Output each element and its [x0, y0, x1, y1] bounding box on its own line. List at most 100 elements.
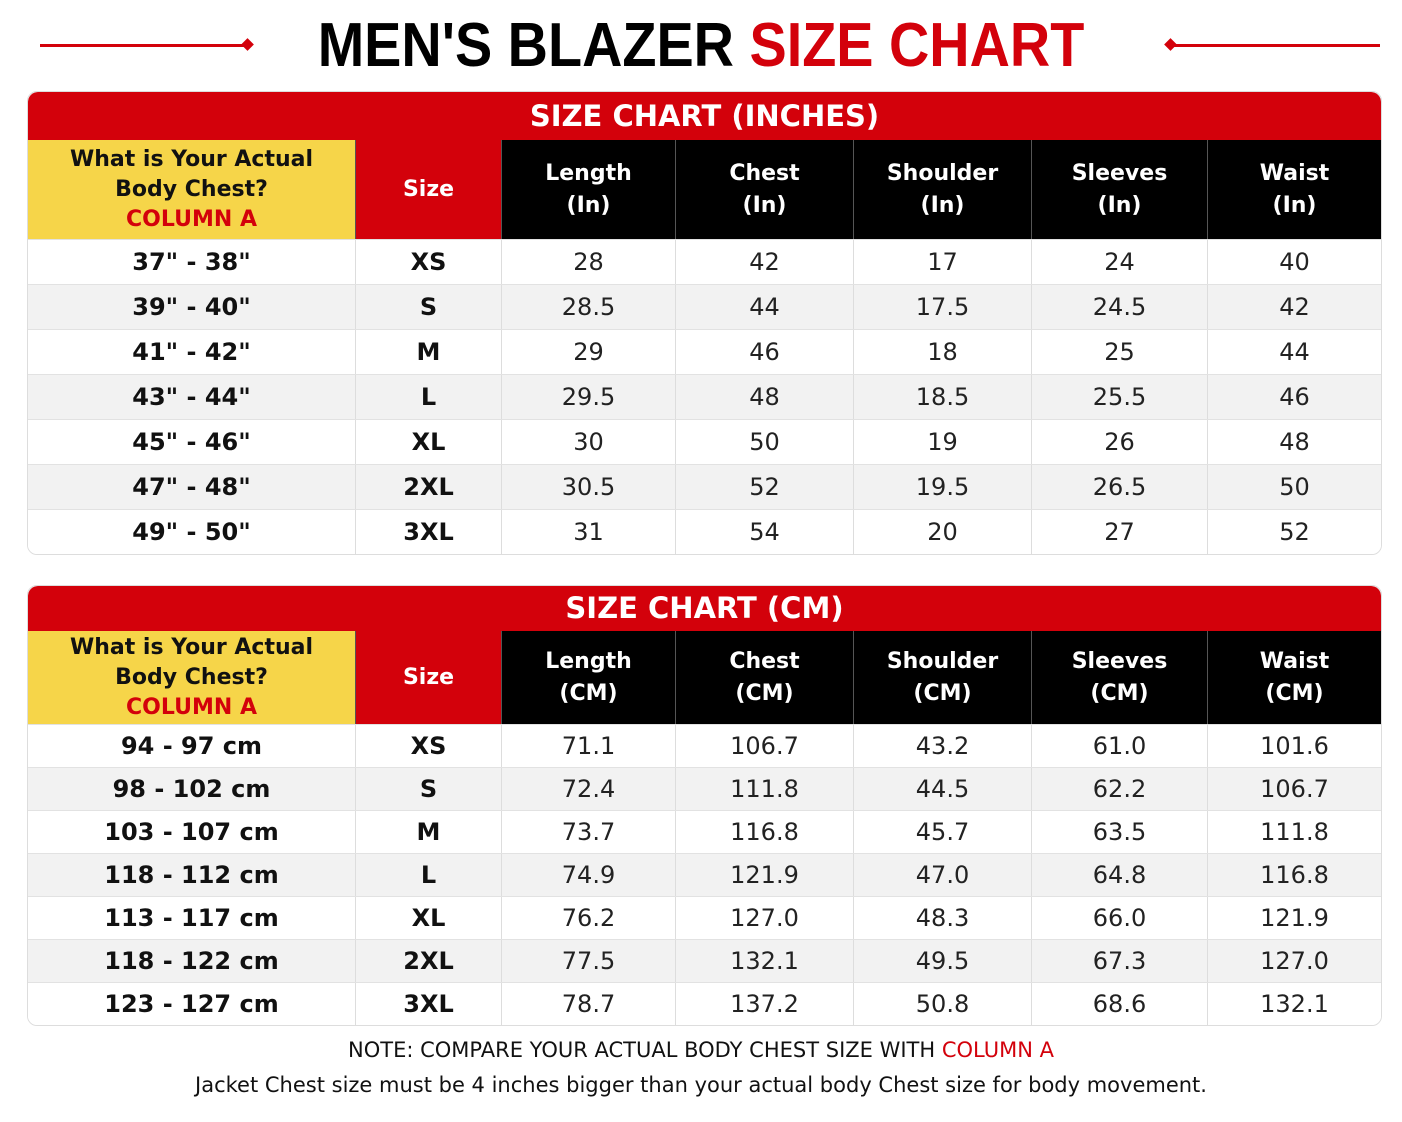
- header-text: Length: [545, 648, 632, 674]
- data-cell: 47" - 48": [28, 465, 356, 509]
- data-cell: 18.5: [854, 375, 1032, 419]
- data-row: 98 - 102 cm S 72.4 111.8 44.5 62.2 106.7: [28, 767, 1381, 810]
- data-cell: 49" - 50": [28, 510, 356, 554]
- data-row: 103 - 107 cm M 73.7 116.8 45.7 63.5 111.8: [28, 810, 1381, 853]
- data-cell: 43" - 44": [28, 375, 356, 419]
- header-cell: Shoulder (In): [854, 140, 1032, 239]
- data-cell: 50.8: [854, 983, 1032, 1025]
- data-cell: 62.2: [1032, 768, 1208, 810]
- data-cell: 64.8: [1032, 854, 1208, 896]
- header-cell: Length (CM): [502, 631, 676, 724]
- header-row: What is Your Actual Body Chest? COLUMN A Si…: [28, 140, 1381, 239]
- data-row: 43" - 44" L 29.5 48 18.5 25.5 46: [28, 374, 1381, 419]
- data-cell: 24.5: [1032, 285, 1208, 329]
- data-cell: 19.5: [854, 465, 1032, 509]
- header-cell: Sleeves (CM): [1032, 631, 1208, 724]
- header-text: Sleeves: [1071, 160, 1168, 186]
- header-text: Sleeves: [1071, 648, 1168, 674]
- data-row: 47" - 48" 2XL 30.5 52 19.5 26.5 50: [28, 464, 1381, 509]
- title-rule: [40, 44, 250, 47]
- data-cell: 30: [502, 420, 676, 464]
- data-cell: 78.7: [502, 983, 676, 1025]
- header-text: COLUMN A: [126, 206, 257, 232]
- table-title: SIZE CHART (INCHES): [28, 92, 1381, 140]
- data-cell: 50: [1279, 473, 1310, 501]
- data-cell: 42: [1279, 293, 1310, 321]
- footnote: Jacket Chest size must be 4 inches bigge…: [195, 1073, 1207, 1097]
- data-cell: 37" - 38": [28, 240, 356, 284]
- header-text: Waist: [1259, 648, 1330, 674]
- header-text: COLUMN A: [126, 694, 257, 720]
- data-cell: 74.9: [502, 854, 676, 896]
- note-highlight: COLUMN A: [941, 1038, 1054, 1062]
- header-row: What is Your Actual Body Chest? COLUMN A Si…: [28, 631, 1381, 724]
- data-cell: 45.7: [854, 811, 1032, 853]
- data-cell: 67.3: [1032, 940, 1208, 982]
- data-cell: 42: [676, 240, 854, 284]
- data-cell: 18: [854, 330, 1032, 374]
- data-cell: XS: [356, 725, 502, 767]
- data-cell: 101.6: [1260, 732, 1329, 760]
- data-cell: 31: [502, 510, 676, 554]
- data-cell: 44: [1279, 338, 1310, 366]
- data-cell: 26.5: [1032, 465, 1208, 509]
- header-cell: Size: [356, 140, 502, 239]
- data-cell: 20: [854, 510, 1032, 554]
- data-cell: 118 - 122 cm: [28, 940, 356, 982]
- page-title: MEN'S BLAZER SIZE CHART: [70, 8, 1332, 84]
- data-cell: 44: [676, 285, 854, 329]
- data-cell: L: [356, 854, 502, 896]
- data-cell: 44.5: [854, 768, 1032, 810]
- data-cell: 41" - 42": [28, 330, 356, 374]
- data-cell: 54: [676, 510, 854, 554]
- data-cell: 25.5: [1032, 375, 1208, 419]
- data-cell: 76.2: [502, 897, 676, 939]
- data-cell: M: [356, 330, 502, 374]
- data-cell: 72.4: [502, 768, 676, 810]
- header-cell: Waist (In): [1208, 140, 1381, 239]
- header-text: (In): [920, 192, 965, 218]
- data-cell: 30.5: [502, 465, 676, 509]
- header-text: Shoulder: [886, 160, 999, 186]
- data-cell: 2XL: [356, 465, 502, 509]
- data-row: 41" - 42" M 29 46 18 25 44: [28, 329, 1381, 374]
- data-cell: 2XL: [356, 940, 502, 982]
- data-cell: 40: [1279, 248, 1310, 276]
- title-rule: [1170, 44, 1380, 47]
- data-row: 113 - 117 cm XL 76.2 127.0 48.3 66.0 121.9: [28, 896, 1381, 939]
- header-text: Body Chest?: [115, 664, 268, 690]
- data-cell: 50: [676, 420, 854, 464]
- data-cell: 24: [1032, 240, 1208, 284]
- data-row: 39" - 40" S 28.5 44 17.5 24.5 42: [28, 284, 1381, 329]
- data-cell: XL: [356, 897, 502, 939]
- data-row: 123 - 127 cm 3XL 78.7 137.2 50.8 68.6 132.1: [28, 982, 1381, 1025]
- data-cell: 26: [1032, 420, 1208, 464]
- header-text: (CM): [913, 680, 972, 706]
- header-cell: What is Your Actual Body Chest? COLUMN A: [28, 631, 356, 724]
- data-cell: 52: [1279, 518, 1310, 546]
- data-cell: 63.5: [1032, 811, 1208, 853]
- header-cell: Shoulder (CM): [854, 631, 1032, 724]
- data-cell: 127.0: [1260, 947, 1329, 975]
- header-text: Size: [402, 176, 455, 202]
- data-cell: 137.2: [676, 983, 854, 1025]
- data-row: 94 - 97 cm XS 71.1 106.7 43.2 61.0 101.6: [28, 724, 1381, 767]
- header-text: (In): [1097, 192, 1142, 218]
- data-cell: 28: [502, 240, 676, 284]
- data-cell: 19: [854, 420, 1032, 464]
- header-text: Length: [545, 160, 632, 186]
- data-cell: 48.3: [854, 897, 1032, 939]
- data-cell: 68.6: [1032, 983, 1208, 1025]
- data-cell: 123 - 127 cm: [28, 983, 356, 1025]
- data-cell: 43.2: [854, 725, 1032, 767]
- data-row: 45" - 46" XL 30 50 19 26 48: [28, 419, 1381, 464]
- data-cell: 116.8: [676, 811, 854, 853]
- data-cell: 66.0: [1032, 897, 1208, 939]
- header-text: Size: [402, 664, 455, 690]
- data-cell: 118 - 112 cm: [28, 854, 356, 896]
- data-cell: 132.1: [1260, 990, 1329, 1018]
- header-cell: Chest (In): [676, 140, 854, 239]
- data-row: 37" - 38" XS 28 42 17 24 40: [28, 239, 1381, 284]
- data-cell: S: [356, 285, 502, 329]
